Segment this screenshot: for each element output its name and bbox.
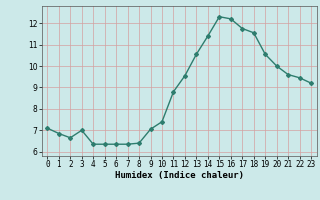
X-axis label: Humidex (Indice chaleur): Humidex (Indice chaleur) bbox=[115, 171, 244, 180]
